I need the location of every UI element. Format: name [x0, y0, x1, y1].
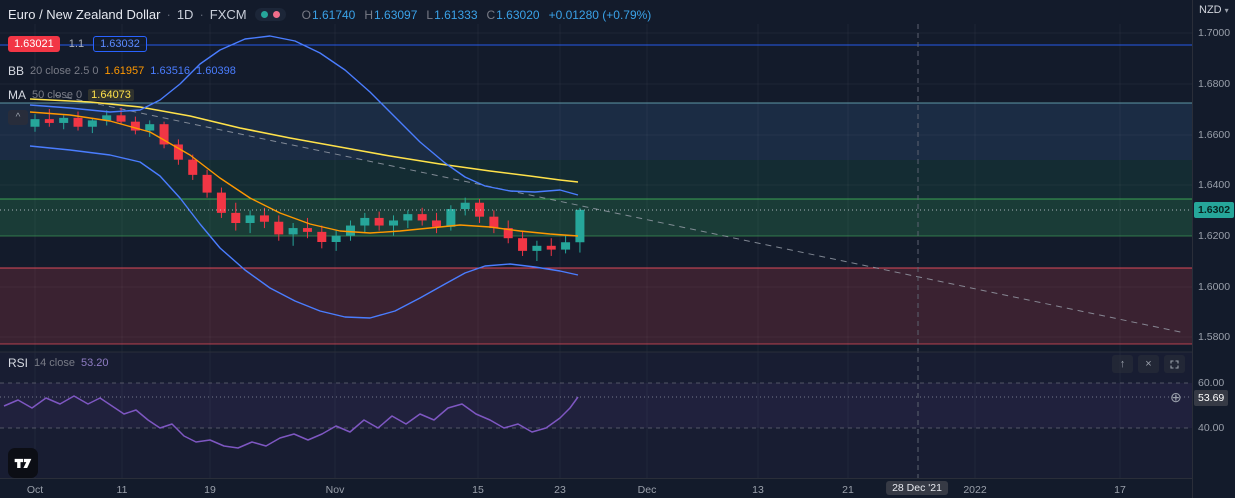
rsi-pane-actions: ↑ ×	[1112, 355, 1185, 373]
rsi-value-badge: 53.69	[1194, 390, 1229, 406]
sell-price-badge[interactable]: 1.63021	[8, 36, 60, 52]
axis-tick-label: 1.6200	[1198, 230, 1231, 242]
time-tick-label: 13	[752, 484, 764, 496]
close-key: C	[486, 7, 496, 22]
tradingview-logo-icon	[14, 458, 32, 468]
axis-tick-label: 1.6000	[1198, 281, 1231, 293]
low-value: 1.61333	[434, 7, 478, 22]
separator-dot: ·	[199, 7, 204, 22]
bb-upper-value: 1.63516	[150, 65, 191, 77]
ma-name: MA	[8, 88, 26, 102]
time-axis[interactable]: Oct 11 19 Nov 15 23 Dec 13 21 28 Dec '21 2022 17	[0, 478, 1192, 498]
chart-canvas[interactable]	[0, 0, 1192, 478]
time-tick-label: 17	[1114, 484, 1126, 496]
time-tick-label: Oct	[26, 484, 44, 496]
axis-tick-label: 1.7000	[1198, 27, 1231, 39]
time-tick-label: 23	[554, 484, 566, 496]
axis-tick-label: 40.00	[1198, 422, 1225, 434]
bb-lower-value: 1.60398	[196, 65, 236, 77]
open-key: O	[301, 7, 311, 22]
time-tick-label: Nov	[325, 484, 345, 496]
market-closed-status-icon	[272, 11, 280, 18]
time-tick-label: 15	[472, 484, 484, 496]
price-change: +0.01280 (+0.79%)	[548, 7, 652, 22]
pane-close-button[interactable]: ×	[1138, 355, 1159, 373]
current-price-badge: 1.6302	[1194, 202, 1235, 218]
ma-value: 1.64073	[88, 89, 134, 101]
exchange-label: FXCM	[209, 7, 247, 22]
timeframe-label[interactable]: 1D	[176, 7, 194, 22]
high-key: H	[364, 7, 374, 22]
time-tick-label: 11	[116, 484, 128, 496]
indicator-bb-row[interactable]: BB 20 close 2.5 0 1.61957 1.63516 1.6039…	[8, 64, 236, 78]
maximize-icon	[1170, 359, 1179, 369]
axis-tick-label: 1.6400	[1198, 179, 1231, 191]
ohlc-values: O 1.61740 H 1.63097 L 1.61333 C 1.63020 +0.0…	[302, 8, 652, 22]
trade-price-badges: 1.63021 1.1 1.63032	[8, 36, 147, 52]
separator-dot: ·	[166, 7, 171, 22]
quantity-label: 1.1	[68, 38, 85, 50]
axis-tick-label: 60.00	[1198, 377, 1225, 389]
axis-currency-toggle[interactable]: NZD ▾	[1199, 4, 1229, 16]
pane-move-up-button[interactable]: ↑	[1112, 355, 1133, 373]
buy-price-badge[interactable]: 1.63032	[93, 36, 147, 52]
data-feed-status-icon	[260, 11, 268, 18]
axis-tick-label: 1.5800	[1198, 331, 1231, 343]
chevron-down-icon: ▾	[1224, 5, 1229, 15]
pane-maximize-button[interactable]	[1164, 355, 1185, 373]
indicator-ma-row[interactable]: MA 50 close 0 1.64073	[8, 88, 134, 102]
low-key: L	[426, 7, 434, 22]
bb-basis-value: 1.61957	[104, 65, 145, 77]
axis-tick-label: 1.6600	[1198, 129, 1231, 141]
currency-label: NZD	[1199, 4, 1222, 16]
crosshair-date-badge: 28 Dec '21	[886, 481, 948, 495]
close-value: 1.63020	[496, 7, 540, 22]
rsi-name: RSI	[8, 356, 29, 370]
bb-params: 20 close 2.5 0	[30, 65, 99, 77]
ma-params: 50 close 0	[32, 89, 83, 101]
time-tick-label: Dec	[637, 484, 657, 496]
rsi-alert-plus-icon[interactable]: ⊕	[1170, 389, 1182, 405]
bb-name: BB	[8, 64, 25, 78]
open-value: 1.61740	[311, 7, 356, 22]
rsi-params: 14 close	[34, 357, 75, 369]
time-tick-label: 2022	[963, 484, 987, 496]
time-tick-label: 21	[842, 484, 854, 496]
tradingview-logo[interactable]	[8, 448, 38, 478]
price-axis[interactable]: NZD ▾ 1.7000 1.6800 1.6600 1.6400 1.6200 1.60…	[1192, 0, 1235, 498]
symbol-title[interactable]: Euro / New Zealand Dollar	[8, 7, 161, 22]
rsi-value: 53.20	[81, 357, 109, 369]
legend-collapse-button[interactable]: ^	[8, 110, 28, 125]
axis-tick-label: 1.6800	[1198, 78, 1231, 90]
time-tick-label: 19	[204, 484, 216, 496]
high-value: 1.63097	[374, 7, 418, 22]
indicator-rsi-row[interactable]: RSI 14 close 53.20	[8, 356, 109, 370]
market-status-pill[interactable]	[254, 8, 286, 21]
